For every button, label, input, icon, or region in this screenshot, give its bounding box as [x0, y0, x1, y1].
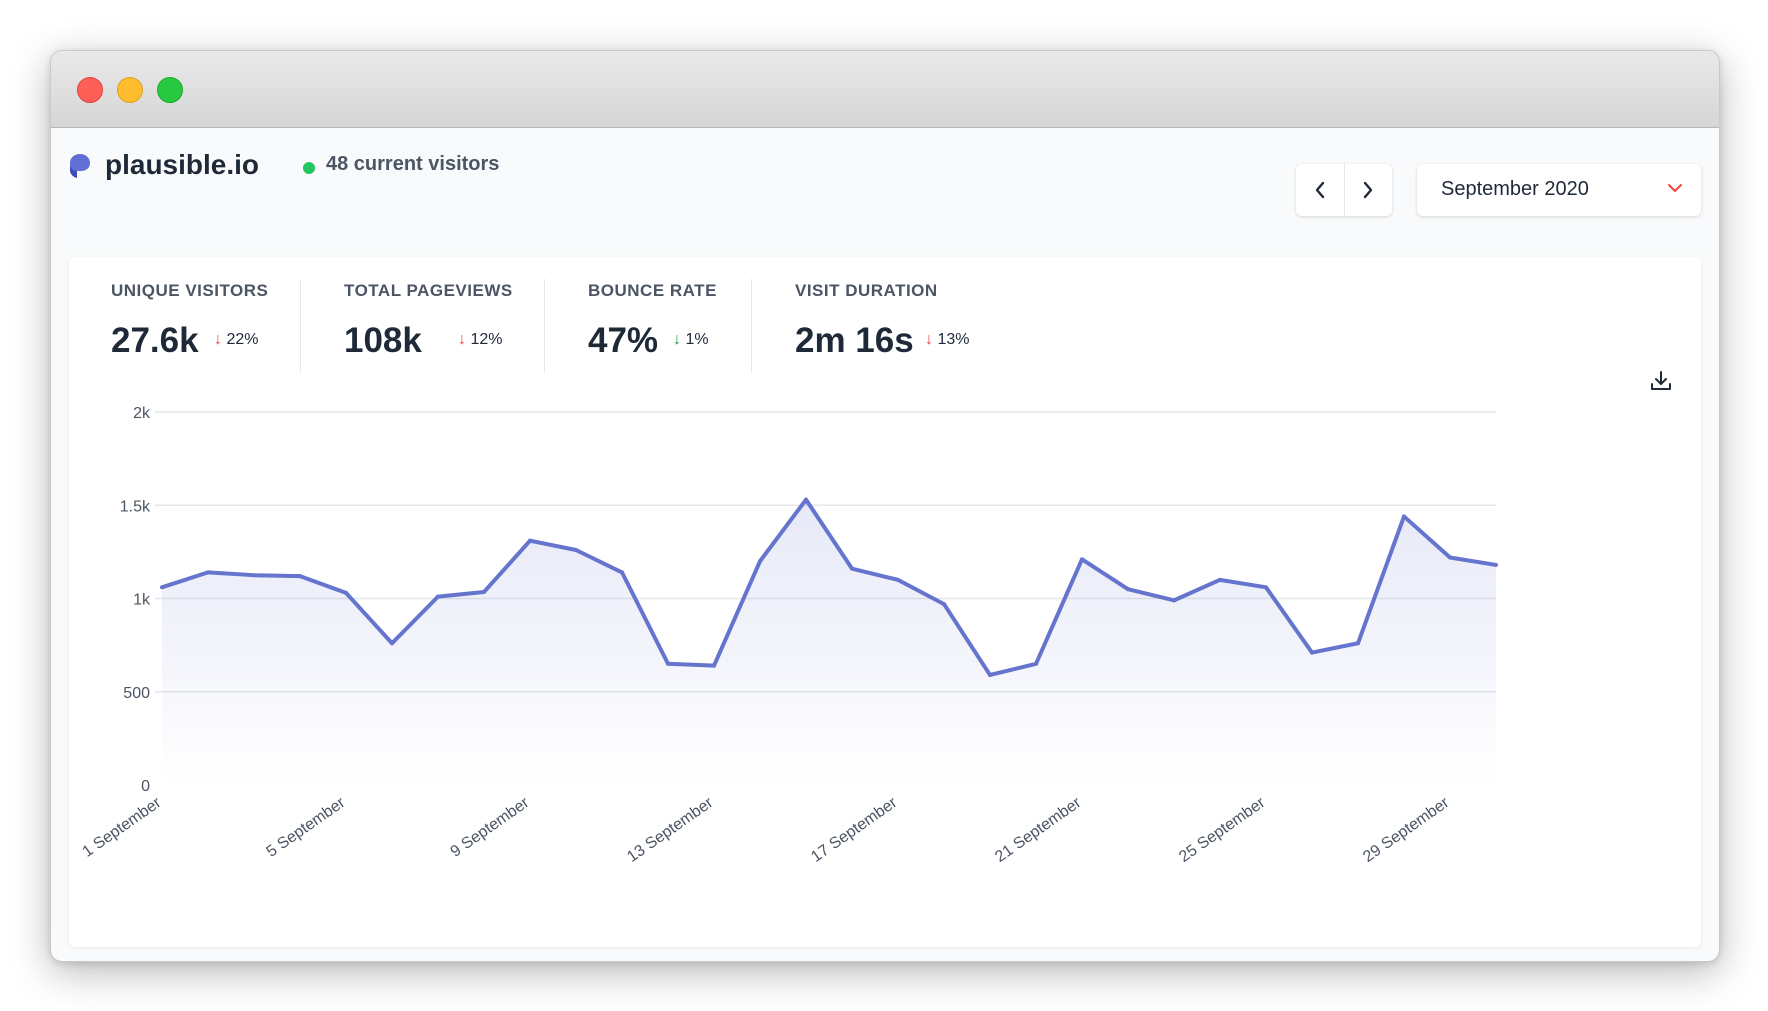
minimize-window-button[interactable] — [117, 77, 143, 103]
chevron-right-icon — [1364, 181, 1373, 199]
stat-value: 2m 16s — [795, 321, 914, 360]
period-picker-label: September 2020 — [1441, 178, 1589, 200]
y-tick-label: 500 — [123, 685, 150, 702]
x-tick-label: 17 September — [808, 794, 901, 866]
data-point[interactable] — [1310, 650, 1314, 655]
data-point[interactable] — [1264, 585, 1268, 590]
data-point[interactable] — [620, 570, 624, 575]
app-window: plausible.io 48 current visitors Septemb… — [50, 50, 1720, 962]
data-point[interactable] — [1034, 661, 1038, 666]
stat-change: ↓ 13% — [925, 331, 970, 348]
data-point[interactable] — [390, 641, 394, 646]
arrow-down-icon: ↓ — [925, 331, 933, 348]
stat-value: 47% — [588, 321, 659, 360]
chevron-left-icon — [1315, 181, 1324, 199]
data-point[interactable] — [896, 577, 900, 582]
stat-change: ↓ 12% — [458, 331, 503, 348]
data-point[interactable] — [482, 589, 486, 594]
period-navigation — [1296, 164, 1392, 216]
stat-label: TOTAL PAGEVIEWS — [344, 281, 513, 300]
data-point[interactable] — [942, 602, 946, 607]
stat-change: ↓ 22% — [214, 331, 259, 348]
data-point[interactable] — [574, 548, 578, 553]
data-point[interactable] — [528, 538, 532, 543]
stat-visit-duration[interactable]: VISIT DURATION 2m 16s ↓ 13% — [795, 281, 969, 360]
data-point[interactable] — [1080, 557, 1084, 562]
stat-label: UNIQUE VISITORS — [111, 281, 269, 300]
data-point[interactable] — [344, 590, 348, 595]
data-point[interactable] — [206, 570, 210, 575]
title-bar — [51, 51, 1719, 128]
y-tick-label: 1.5k — [120, 498, 151, 515]
stat-value: 27.6k — [111, 321, 199, 360]
data-point[interactable] — [252, 573, 256, 578]
x-tick-label: 1 September — [80, 794, 165, 861]
data-point[interactable] — [712, 663, 716, 668]
stat-divider — [544, 279, 545, 373]
data-point[interactable] — [1494, 562, 1498, 567]
data-point[interactable] — [1402, 514, 1406, 519]
chevron-down-icon — [1668, 184, 1682, 192]
x-tick-label: 25 September — [1176, 794, 1269, 866]
arrow-down-icon: ↓ — [458, 331, 466, 348]
data-point[interactable] — [1126, 587, 1130, 592]
stat-change: ↓ 1% — [673, 331, 709, 348]
stat-bounce-rate[interactable]: BOUNCE RATE 47% ↓ 1% — [588, 281, 717, 360]
visitors-line[interactable] — [161, 497, 1497, 677]
data-point[interactable] — [1356, 641, 1360, 646]
arrow-down-icon: ↓ — [214, 331, 222, 348]
stat-unique-visitors[interactable]: UNIQUE VISITORS 27.6k ↓ 22% — [111, 281, 269, 360]
close-window-button[interactable] — [77, 77, 103, 103]
data-point[interactable] — [1448, 555, 1452, 560]
x-tick-label: 29 September — [1360, 794, 1453, 866]
maximize-window-button[interactable] — [157, 77, 183, 103]
data-point[interactable] — [1172, 598, 1176, 603]
stat-divider — [751, 279, 752, 373]
current-visitors-count[interactable]: 48 current visitors — [326, 153, 500, 175]
x-tick-label: 5 September — [264, 794, 349, 861]
stat-divider — [300, 279, 301, 373]
data-point[interactable] — [436, 594, 440, 599]
y-tick-label: 1k — [133, 592, 151, 609]
y-tick-label: 2k — [133, 405, 151, 422]
live-indicator-dot — [303, 162, 315, 174]
site-name[interactable]: plausible.io — [105, 149, 260, 180]
data-point[interactable] — [298, 574, 302, 579]
data-point[interactable] — [804, 497, 808, 502]
download-icon[interactable] — [1649, 369, 1673, 393]
data-point[interactable] — [160, 585, 164, 590]
x-tick-label: 21 September — [992, 794, 1085, 866]
data-point[interactable] — [758, 559, 762, 564]
stat-label: BOUNCE RATE — [588, 281, 717, 300]
next-period-button[interactable] — [1345, 164, 1393, 216]
plausible-logo-icon — [70, 154, 90, 178]
arrow-down-icon: ↓ — [673, 331, 681, 348]
visitors-area — [162, 499, 1496, 785]
stat-total-pageviews[interactable]: TOTAL PAGEVIEWS 108k ↓ 12% — [344, 281, 513, 360]
visitors-chart: 0 500 1k 1.5k 2k 1 September 5 September 9 Sep… — [80, 405, 1498, 866]
period-picker[interactable]: September 2020 — [1417, 164, 1701, 216]
data-point[interactable] — [1218, 577, 1222, 582]
x-tick-label: 13 September — [624, 794, 717, 866]
previous-period-button[interactable] — [1296, 164, 1345, 216]
stat-label: VISIT DURATION — [795, 281, 938, 300]
x-tick-label: 9 September — [448, 794, 533, 861]
data-point[interactable] — [666, 661, 670, 666]
stats-card: UNIQUE VISITORS 27.6k ↓ 22% TOTAL PAGEVI… — [69, 257, 1701, 947]
data-point[interactable] — [850, 566, 854, 571]
y-tick-label: 0 — [141, 778, 150, 795]
data-point[interactable] — [988, 672, 992, 677]
stat-value: 108k — [344, 321, 422, 360]
